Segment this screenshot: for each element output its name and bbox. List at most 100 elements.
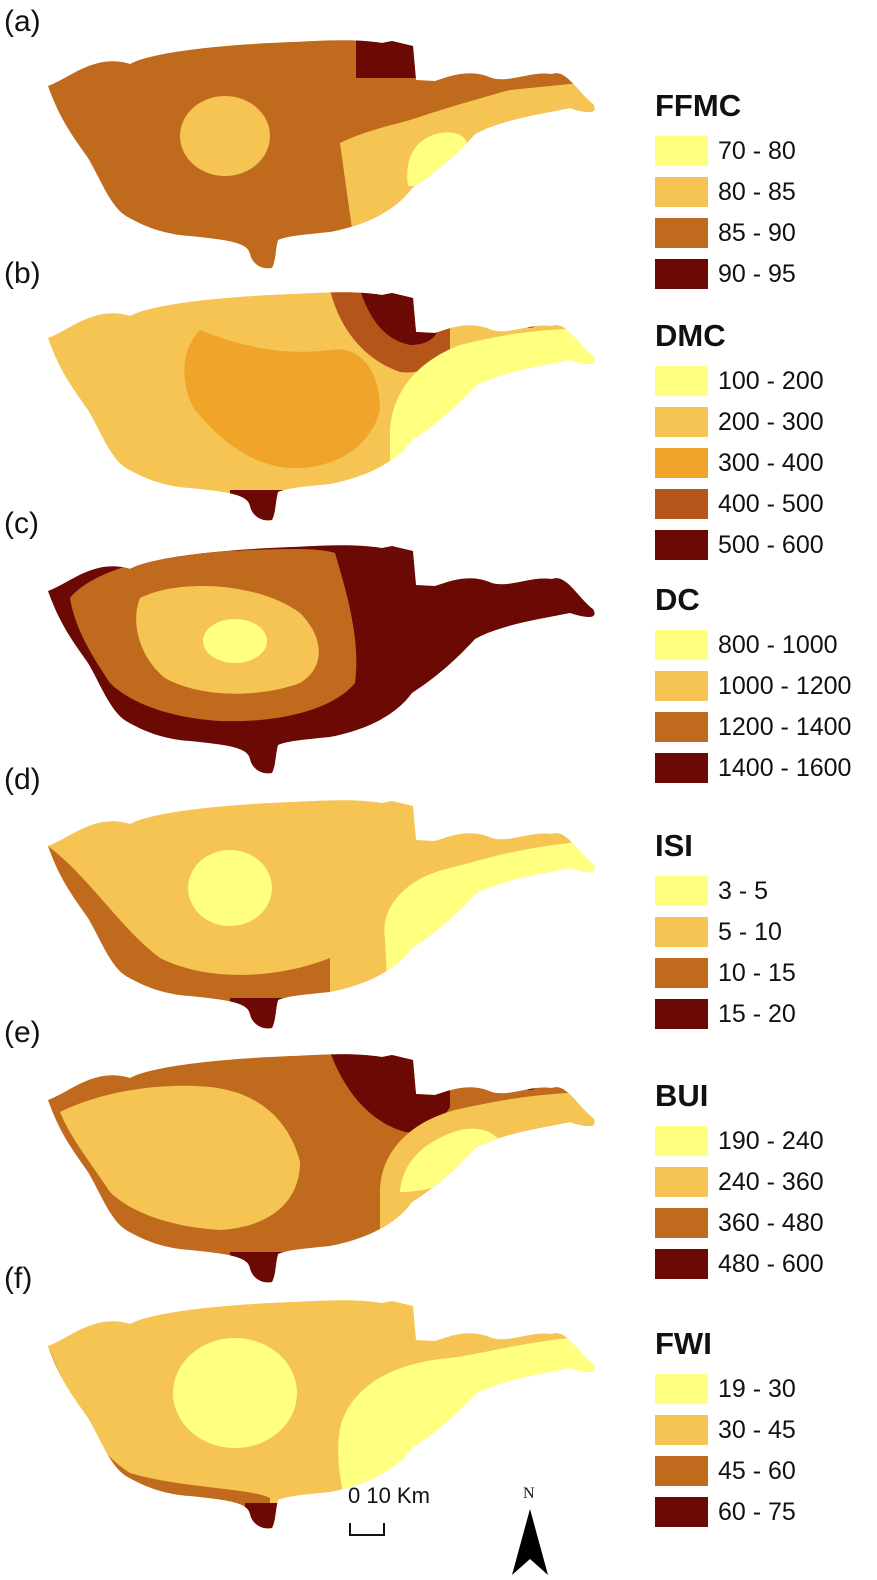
legend-row: 1400 - 1600 <box>655 751 851 785</box>
legend-swatch <box>655 876 708 906</box>
legend-swatch <box>655 1415 708 1445</box>
legend-row: 190 - 240 <box>655 1124 824 1158</box>
panel-label-d: (d) <box>4 763 41 796</box>
legend-row: 90 - 95 <box>655 257 796 291</box>
legend-swatch <box>655 1374 708 1404</box>
legend-isi: ISI 3 - 5 5 - 10 10 - 15 15 - 20 <box>655 828 796 1038</box>
panel-label-c: (c) <box>4 507 39 540</box>
legend-label: 80 - 85 <box>718 177 796 206</box>
legend-title: DMC <box>655 318 726 353</box>
legend-swatch <box>655 1126 708 1156</box>
panel-label-b: (b) <box>4 257 41 290</box>
legend-row: 480 - 600 <box>655 1247 824 1281</box>
legend-row: 10 - 15 <box>655 956 796 990</box>
legend-label: 480 - 600 <box>718 1249 824 1278</box>
legend-row: 200 - 300 <box>655 405 824 439</box>
legend-bui: BUI 190 - 240 240 - 360 360 - 480 480 - … <box>655 1078 824 1288</box>
map-dmc <box>48 292 595 521</box>
scale-bar-label: 0 10 Km <box>348 1483 430 1508</box>
legend-row: 5 - 10 <box>655 915 796 949</box>
legend-label: 240 - 360 <box>718 1167 824 1196</box>
legend-label: 3 - 5 <box>718 876 769 905</box>
legend-swatch <box>655 630 708 660</box>
legend-title: BUI <box>655 1078 709 1113</box>
legend-title: FFMC <box>655 88 742 123</box>
legend-row: 240 - 360 <box>655 1165 824 1199</box>
legend-swatch <box>655 530 708 560</box>
legend-swatch <box>655 1167 708 1197</box>
legend-swatch <box>655 407 708 437</box>
legend-label: 200 - 300 <box>718 407 824 436</box>
legend-row: 15 - 20 <box>655 997 796 1031</box>
legend-swatch <box>655 1497 708 1527</box>
legend-swatch <box>655 671 708 701</box>
legend-row: 80 - 85 <box>655 175 796 209</box>
legend-label: 19 - 30 <box>718 1374 796 1403</box>
map-dc <box>48 545 595 774</box>
legend-label: 1200 - 1400 <box>718 712 852 741</box>
panel-label-f: (f) <box>4 1262 33 1295</box>
legend-row: 3 - 5 <box>655 874 796 908</box>
panel-label-e: (e) <box>4 1016 41 1049</box>
legend-label: 70 - 80 <box>718 136 796 165</box>
legend-row: 19 - 30 <box>655 1372 796 1406</box>
map-ffmc <box>48 40 595 269</box>
legend-label: 100 - 200 <box>718 366 824 395</box>
legend-row: 100 - 200 <box>655 364 824 398</box>
map-fwi <box>48 1300 595 1529</box>
legend-row: 800 - 1000 <box>655 628 851 662</box>
legend-row: 30 - 45 <box>655 1413 796 1447</box>
legend-swatch <box>655 917 708 947</box>
legend-swatch <box>655 489 708 519</box>
legend-label: 10 - 15 <box>718 958 796 987</box>
panel-label-a: (a) <box>4 5 41 38</box>
map-isi <box>48 800 595 1029</box>
legend-swatch <box>655 958 708 988</box>
legend-row: 1000 - 1200 <box>655 669 851 703</box>
legend-swatch <box>655 753 708 783</box>
legend-title: ISI <box>655 828 693 863</box>
legend-label: 400 - 500 <box>718 489 824 518</box>
legend-dc: DC 800 - 1000 1000 - 1200 1200 - 1400 14… <box>655 582 851 792</box>
scale-bar-icon <box>349 1523 385 1536</box>
scale-bar: 0 10 Km <box>343 1483 430 1553</box>
legend-swatch <box>655 177 708 207</box>
legend-label: 45 - 60 <box>718 1456 796 1485</box>
north-label: N <box>523 1485 535 1502</box>
legend-label: 300 - 400 <box>718 448 824 477</box>
legend-swatch <box>655 1249 708 1279</box>
map-bui <box>48 1054 595 1283</box>
legend-swatch <box>655 712 708 742</box>
legend-dmc: DMC 100 - 200 200 - 300 300 - 400 400 - … <box>655 318 824 569</box>
north-arrow-icon <box>512 1509 548 1575</box>
legend-swatch <box>655 999 708 1029</box>
legend-swatch <box>655 1208 708 1238</box>
legend-label: 60 - 75 <box>718 1497 796 1526</box>
legend-row: 45 - 60 <box>655 1454 796 1488</box>
legend-row: 360 - 480 <box>655 1206 824 1240</box>
legend-label: 90 - 95 <box>718 259 796 288</box>
legend-label: 30 - 45 <box>718 1415 796 1444</box>
legend-title: FWI <box>655 1326 712 1361</box>
legend-row: 60 - 75 <box>655 1495 796 1529</box>
legend-label: 360 - 480 <box>718 1208 824 1237</box>
legend-label: 15 - 20 <box>718 999 796 1028</box>
legend-title: DC <box>655 582 700 617</box>
north-arrow: N <box>505 1485 555 1580</box>
legend-row: 85 - 90 <box>655 216 796 250</box>
legend-swatch <box>655 1456 708 1486</box>
legend-swatch <box>655 259 708 289</box>
legend-label: 5 - 10 <box>718 917 782 946</box>
legend-row: 1200 - 1400 <box>655 710 851 744</box>
legend-row: 300 - 400 <box>655 446 824 480</box>
legend-fwi: FWI 19 - 30 30 - 45 45 - 60 60 - 75 <box>655 1326 796 1536</box>
legend-swatch <box>655 366 708 396</box>
legend-ffmc: FFMC 70 - 80 80 - 85 85 - 90 90 - 95 <box>655 88 796 298</box>
legend-row: 400 - 500 <box>655 487 824 521</box>
legend-row: 70 - 80 <box>655 134 796 168</box>
legend-label: 500 - 600 <box>718 530 824 559</box>
legend-label: 1400 - 1600 <box>718 753 852 782</box>
legend-row: 500 - 600 <box>655 528 824 562</box>
legend-label: 85 - 90 <box>718 218 796 247</box>
legend-label: 800 - 1000 <box>718 630 838 659</box>
